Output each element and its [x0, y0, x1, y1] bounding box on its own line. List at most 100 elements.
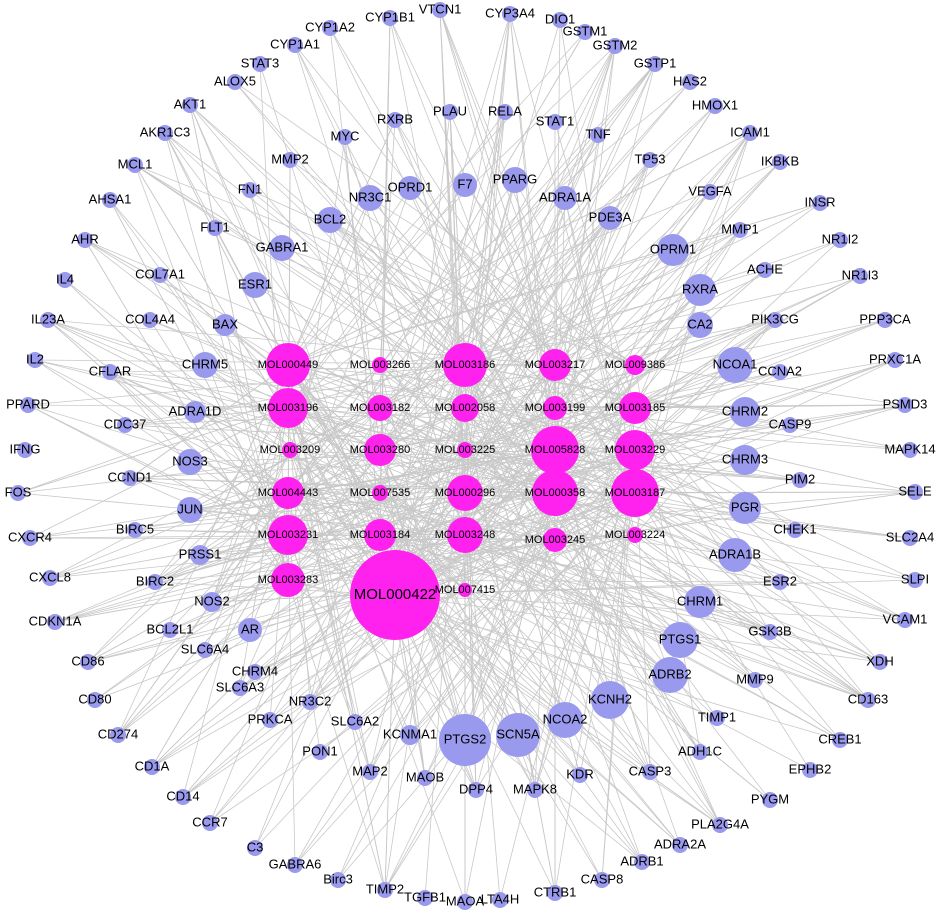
compound-label: MOL003266	[350, 359, 411, 371]
compound-label: MOL000296	[435, 487, 496, 499]
edge	[369, 197, 636, 366]
target-label: BCL2L1	[147, 621, 194, 636]
edge	[464, 239, 841, 591]
edge	[554, 132, 751, 541]
target-label: SLC6A4	[181, 641, 229, 656]
edge	[209, 534, 636, 824]
target-node	[127, 157, 143, 173]
edge	[394, 45, 616, 596]
compound-node	[458, 583, 472, 597]
target-node	[182, 97, 198, 113]
edge	[154, 407, 289, 583]
target-node	[202, 592, 222, 612]
target-node	[322, 20, 338, 36]
target-label: CCNA2	[758, 363, 802, 378]
target-label: CYP1A2	[305, 19, 355, 34]
compound-node	[282, 442, 298, 458]
target-label: CXCL8	[29, 569, 71, 584]
target-node	[502, 167, 528, 193]
edge	[289, 159, 636, 409]
compound-node	[364, 519, 396, 551]
edge	[287, 579, 386, 891]
compound-label: MOL009386	[605, 359, 666, 371]
target-label: NCOA2	[543, 711, 588, 726]
target-label: AR	[241, 621, 259, 636]
edge	[64, 279, 396, 596]
target-label: GABRA6	[269, 856, 322, 871]
edge	[554, 407, 916, 581]
compound-label: MOL003283	[258, 574, 319, 586]
target-label: GSTM2	[593, 37, 638, 52]
edge	[634, 449, 906, 621]
target-label: NR3C2	[289, 693, 332, 708]
target-label: ADRA1B	[709, 546, 761, 561]
edge	[634, 229, 741, 409]
target-label: Birc3	[323, 871, 353, 886]
edge	[464, 534, 869, 701]
target-node	[687, 312, 713, 338]
target-node	[717, 347, 753, 383]
compound-label: MOL003186	[435, 359, 496, 371]
compound-node	[266, 343, 310, 387]
edge	[151, 534, 289, 768]
edge	[344, 136, 381, 536]
compound-label: MOL003182	[350, 402, 411, 414]
target-node	[772, 364, 788, 380]
edge	[554, 407, 911, 451]
edge	[554, 324, 701, 451]
target-node	[547, 114, 563, 130]
target-node	[192, 352, 218, 378]
target-label: ESR1	[238, 276, 272, 291]
edge	[634, 407, 881, 663]
target-node	[162, 622, 178, 638]
target-node	[718, 538, 752, 572]
target-node	[802, 762, 818, 778]
compound-node	[272, 477, 304, 509]
target-label: MAOA	[446, 893, 485, 908]
target-node	[117, 417, 133, 433]
target-node	[242, 272, 268, 298]
target-label: CTRB1	[534, 884, 577, 899]
edge	[634, 364, 736, 451]
target-label: DPP4	[459, 781, 493, 796]
target-node	[552, 12, 568, 28]
target-node	[202, 815, 218, 831]
edge	[109, 371, 556, 451]
target-node	[302, 694, 318, 710]
target-label: ICAM1	[730, 124, 770, 139]
edge	[634, 404, 906, 409]
target-label: CD80	[78, 691, 111, 706]
edge	[634, 359, 896, 451]
target-label: F7	[457, 176, 472, 191]
target-node	[382, 10, 398, 26]
target-node	[634, 854, 650, 870]
target-label: TNF	[585, 126, 610, 141]
target-label: BAX	[212, 316, 238, 331]
compound-node	[531, 426, 579, 474]
edge	[394, 19, 561, 596]
edge	[134, 492, 556, 531]
target-label: RELA	[488, 103, 522, 118]
target-node	[144, 759, 160, 775]
edge	[464, 534, 771, 633]
compound-node	[627, 527, 643, 543]
edge	[634, 132, 751, 409]
edge	[509, 13, 636, 494]
target-node	[147, 574, 163, 590]
edge	[287, 63, 656, 581]
edge	[287, 31, 586, 536]
target-label: AKR1C3	[140, 124, 191, 139]
target-label: IFNG	[9, 441, 40, 456]
edge	[259, 63, 381, 451]
target-node	[907, 572, 923, 588]
edge	[287, 119, 396, 366]
target-label: NOS3	[172, 453, 207, 468]
target-label: JUN	[177, 501, 202, 516]
target-label: PIM2	[785, 471, 815, 486]
target-label: SELE	[898, 483, 932, 498]
target-node	[747, 672, 763, 688]
target-node	[312, 744, 328, 760]
edge	[634, 492, 841, 741]
target-label: NOS2	[194, 593, 229, 608]
